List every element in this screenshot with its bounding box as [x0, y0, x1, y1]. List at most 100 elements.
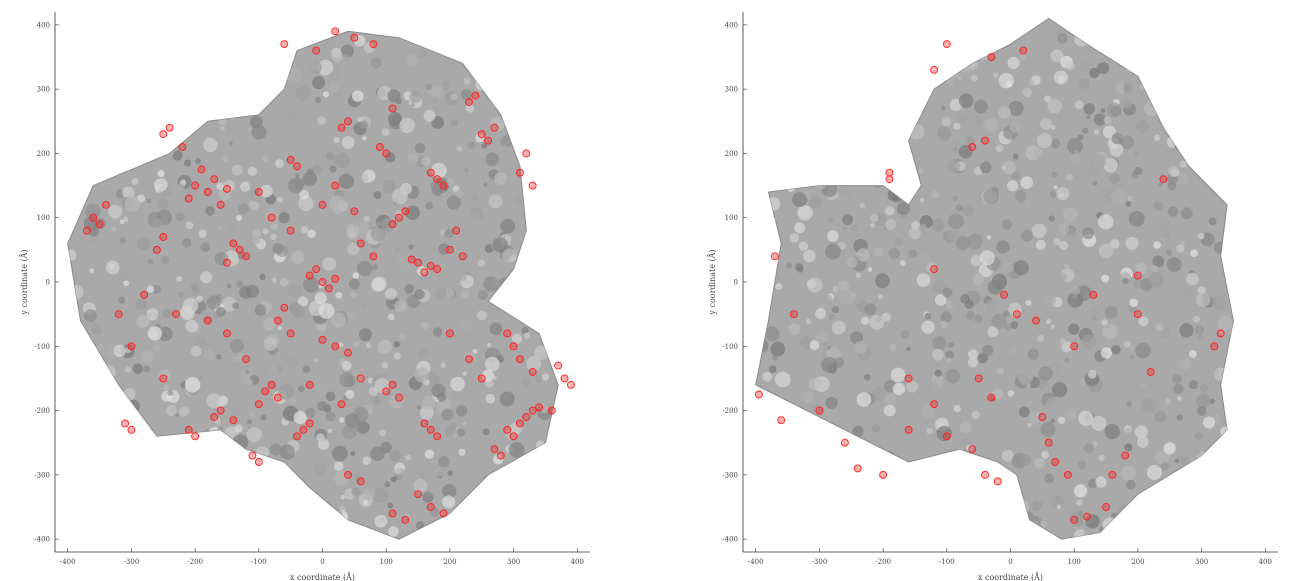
- data-point: [477, 374, 486, 383]
- data-point: [286, 329, 295, 338]
- data-point: [942, 432, 951, 441]
- data-point: [318, 278, 327, 286]
- data-point: [1108, 470, 1117, 479]
- data-point: [89, 213, 98, 222]
- data-point: [178, 143, 187, 151]
- data-point: [203, 188, 212, 196]
- data-point: [509, 432, 518, 441]
- y-tick-label: -300: [722, 471, 738, 479]
- data-point: [331, 181, 340, 190]
- data-point: [369, 40, 378, 49]
- data-point: [203, 316, 212, 325]
- data-point: [566, 380, 575, 389]
- x-tick-label: -200: [875, 558, 891, 566]
- data-point: [216, 200, 225, 209]
- x-tick-label: -300: [124, 558, 140, 566]
- y-tick-label: -400: [34, 536, 50, 544]
- data-point: [981, 136, 989, 145]
- data-point: [191, 432, 200, 441]
- data-point: [267, 213, 276, 222]
- data-point: [254, 188, 263, 196]
- data-point: [382, 387, 391, 396]
- data-point: [242, 252, 251, 261]
- data-point: [452, 226, 461, 235]
- data-point: [388, 380, 397, 389]
- data-point: [280, 303, 289, 312]
- data-point: [885, 175, 894, 184]
- x-tick-label: -300: [812, 558, 828, 566]
- y-tick-label: 300: [725, 86, 738, 94]
- data-point: [331, 27, 340, 36]
- x-tick-label: -100: [939, 558, 955, 566]
- data-point: [286, 226, 295, 235]
- x-tick-label: 200: [443, 558, 456, 566]
- data-point: [95, 220, 104, 229]
- data-point: [420, 419, 429, 428]
- data-point: [388, 509, 397, 518]
- data-point: [1038, 413, 1047, 421]
- data-point: [140, 290, 149, 299]
- data-point: [344, 348, 352, 357]
- scatter-plot-right: -400 -300 -200 -100 0 100 200 300 400 -400 -300 -20…: [708, 12, 1278, 581]
- data-point: [293, 432, 301, 441]
- data-point: [1051, 458, 1060, 466]
- y-tick-label: 400: [725, 21, 738, 29]
- data-point: [465, 98, 473, 106]
- data-point: [267, 380, 276, 389]
- axes: -400 -300 -200 -100 0 100 200 300 400 -400 -300 -20…: [34, 12, 590, 566]
- y-tick-label: 100: [37, 214, 50, 222]
- data-point: [515, 419, 524, 428]
- data-point: [331, 342, 340, 351]
- y-tick-label: -100: [34, 343, 50, 351]
- data-point: [547, 406, 556, 415]
- data-point: [305, 380, 314, 389]
- x-tick-label: 400: [1259, 558, 1272, 566]
- data-point: [394, 393, 403, 402]
- data-point: [293, 162, 301, 171]
- data-point: [331, 274, 340, 283]
- data-point: [1032, 316, 1040, 325]
- data-point: [1102, 503, 1110, 511]
- data-point: [930, 400, 939, 409]
- x-tick-label: 100: [380, 558, 393, 566]
- data-point: [554, 361, 563, 370]
- data-point: [318, 200, 327, 209]
- data-point: [515, 355, 524, 364]
- data-point: [484, 136, 493, 145]
- data-point: [414, 258, 422, 267]
- data-point: [1121, 451, 1130, 460]
- data-point: [433, 175, 442, 184]
- x-tick-label: -100: [251, 558, 267, 566]
- data-point: [184, 194, 193, 203]
- data-point: [445, 329, 454, 338]
- axes: -400 -300 -200 -100 0 100 200 300 400 -400 -300 -20…: [722, 12, 1278, 566]
- data-point: [127, 425, 136, 434]
- data-point: [790, 310, 798, 319]
- data-point: [968, 143, 977, 151]
- data-point: [388, 220, 397, 229]
- data-point: [477, 130, 486, 139]
- series-points: [754, 40, 1225, 524]
- data-point: [229, 239, 238, 248]
- data-point: [184, 425, 193, 434]
- data-point: [1012, 310, 1021, 319]
- y-tick-label: 200: [725, 150, 738, 158]
- data-point: [369, 252, 378, 261]
- data-point: [930, 65, 939, 74]
- x-tick-label: -200: [187, 558, 203, 566]
- data-point: [509, 342, 518, 351]
- data-point: [401, 207, 410, 216]
- data-point: [853, 464, 862, 473]
- data-point: [254, 458, 263, 466]
- data-point: [503, 329, 512, 338]
- data-point: [356, 374, 365, 383]
- data-point: [261, 387, 270, 396]
- data-point: [242, 355, 251, 364]
- data-point: [490, 123, 499, 132]
- data-point: [223, 258, 231, 267]
- data-point: [414, 490, 422, 499]
- data-point: [439, 181, 448, 190]
- data-point: [159, 233, 168, 241]
- data-point: [210, 175, 219, 184]
- data-point: [522, 149, 531, 158]
